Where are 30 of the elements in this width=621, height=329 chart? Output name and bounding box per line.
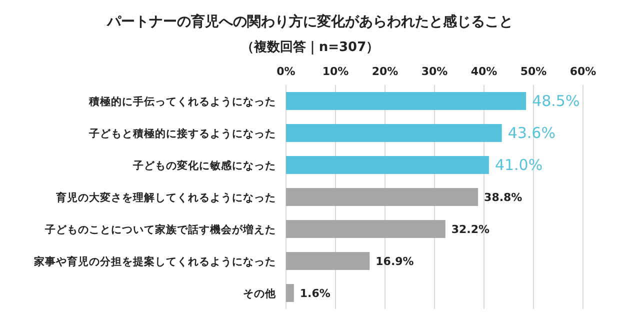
bar — [286, 220, 446, 238]
x-tick-label: 0% — [276, 65, 296, 78]
data-label: 32.2% — [451, 223, 490, 236]
x-tick-label: 60% — [570, 65, 596, 78]
x-tick-label: 10% — [322, 65, 349, 78]
bar — [286, 124, 502, 142]
x-tick-label: 50% — [520, 65, 547, 78]
data-label: 1.6% — [300, 287, 330, 300]
chart-subtitle: （複数回答｜n=307） — [240, 39, 380, 55]
bar — [286, 156, 489, 174]
bar — [286, 92, 526, 110]
y-tick-label: その他 — [243, 287, 277, 300]
bar — [286, 252, 370, 270]
y-tick-label: 子どもと積極的に接するようになった — [88, 127, 276, 140]
data-label: 41.0% — [494, 156, 543, 174]
chart-title: パートナーの育児への関わり方に変化があらわれたと感じること — [106, 13, 513, 30]
data-label: 48.5% — [532, 92, 580, 110]
data-label: 16.9% — [376, 255, 414, 268]
y-tick-label: 子どもの変化に敏感になった — [132, 159, 276, 172]
y-tick-label: 積極的に手伝ってくれるようになった — [88, 95, 276, 108]
data-label: 43.6% — [508, 124, 556, 142]
bar — [286, 284, 294, 302]
x-tick-label: 20% — [372, 65, 398, 78]
x-tick-label: 40% — [470, 65, 498, 78]
data-label: 38.8% — [484, 191, 522, 204]
y-tick-label: 子どものことについて家族で話す機会が増えた — [44, 223, 276, 236]
y-tick-label: 家事や育児の分担を提案してくれるようになった — [33, 255, 276, 268]
bar — [286, 188, 478, 206]
x-tick-label: 30% — [421, 65, 448, 78]
y-tick-label: 育児の大変さを理解してくれるようになった — [55, 191, 276, 204]
